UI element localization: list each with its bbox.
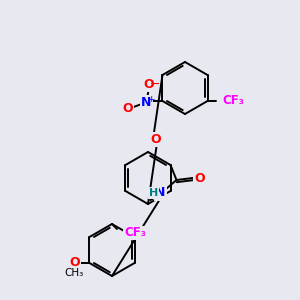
Text: −: − bbox=[149, 77, 160, 91]
Text: N: N bbox=[155, 187, 166, 200]
Text: H: H bbox=[149, 188, 158, 198]
Text: O: O bbox=[194, 172, 205, 184]
Text: O: O bbox=[150, 133, 160, 146]
Text: CH₃: CH₃ bbox=[65, 268, 84, 278]
Text: +: + bbox=[147, 95, 154, 104]
Text: O: O bbox=[143, 77, 154, 91]
Text: CF₃: CF₃ bbox=[223, 94, 244, 107]
Text: CF₃: CF₃ bbox=[124, 226, 146, 239]
Text: O: O bbox=[69, 256, 80, 269]
Text: O: O bbox=[122, 103, 133, 116]
Text: N: N bbox=[141, 97, 152, 110]
